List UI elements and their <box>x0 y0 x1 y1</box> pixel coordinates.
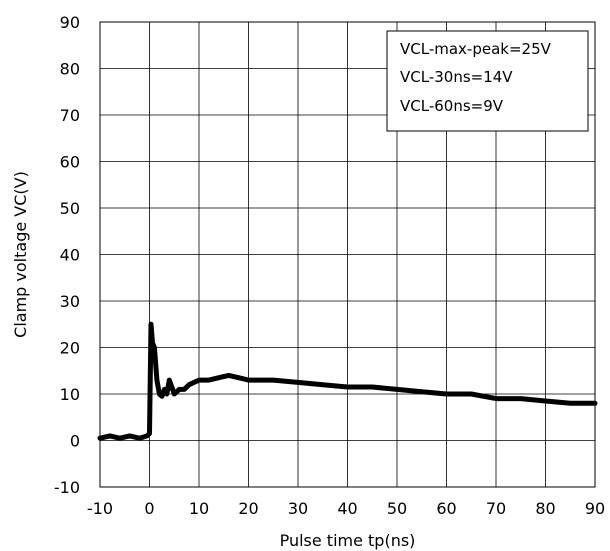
x-tick-label: 10 <box>189 499 209 518</box>
y-tick-label: 0 <box>70 432 80 451</box>
x-tick-label: 80 <box>535 499 555 518</box>
tick-labels: -10 0 10 20 30 40 50 60 70 80 90 -10 0 10 20 30 40 50 60 70… <box>54 13 605 518</box>
x-tick-label: -10 <box>87 499 113 518</box>
annotation-60ns: VCL-60ns=9V <box>400 97 504 115</box>
series <box>97 321 598 441</box>
annotation-box: VCL-max-peak=25V VCL-30ns=14V VCL-60ns=9… <box>386 30 589 132</box>
y-tick-label: -10 <box>54 478 80 497</box>
y-tick-label: 80 <box>60 60 80 79</box>
x-axis-label: Pulse time tp(ns) <box>280 531 416 550</box>
y-tick-label: 40 <box>60 246 80 265</box>
x-tick-label: 0 <box>144 499 154 518</box>
y-tick-label: 50 <box>60 199 80 218</box>
annotation-max-peak: VCL-max-peak=25V <box>400 40 552 58</box>
x-tick-label: 30 <box>288 499 308 518</box>
plot-frame <box>99 21 596 488</box>
annotation-30ns: VCL-30ns=14V <box>400 68 513 86</box>
x-tick-label: 40 <box>337 499 357 518</box>
x-tick-label: 90 <box>585 499 605 518</box>
y-tick-label: 20 <box>60 339 80 358</box>
x-tick-label: 50 <box>387 499 407 518</box>
annotation-frame <box>386 30 589 132</box>
y-tick-label: 60 <box>60 153 80 172</box>
y-tick-label: 10 <box>60 385 80 404</box>
series-line <box>97 321 598 441</box>
y-tick-label: 90 <box>60 13 80 32</box>
x-tick-label: 60 <box>436 499 456 518</box>
y-axis-label: Clamp voltage VC(V) <box>11 171 30 338</box>
x-tick-label: 20 <box>238 499 258 518</box>
x-tick-label: 70 <box>486 499 506 518</box>
y-tick-label: 70 <box>60 106 80 125</box>
y-tick-label: 30 <box>60 292 80 311</box>
